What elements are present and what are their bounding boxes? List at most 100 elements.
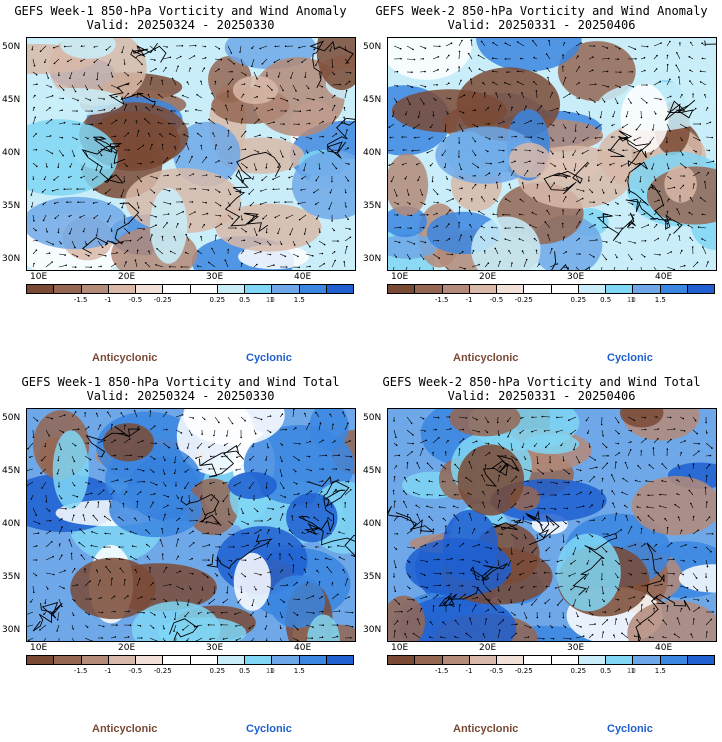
wind-vector [184, 481, 190, 489]
wind-vector-head [191, 155, 193, 158]
panel-valid-dates: Valid: 20250331 - 20250406 [447, 389, 636, 403]
wind-vector [666, 572, 674, 575]
wind-vector [547, 234, 551, 242]
wind-vector-head [538, 626, 541, 628]
wind-vector [155, 264, 164, 268]
wind-vector [197, 250, 203, 255]
wind-vector-head [647, 515, 650, 517]
wind-vector [613, 266, 616, 270]
wind-vector-head [690, 502, 692, 505]
wind-vector-head [164, 616, 167, 618]
wind-vector-head [426, 151, 429, 154]
wind-vector-head [165, 600, 168, 603]
wind-vector-head [669, 416, 672, 419]
wind-vector-head [201, 589, 204, 591]
wind-vector-head [595, 466, 598, 469]
wind-vector-head [429, 164, 432, 167]
wind-vector-head [161, 79, 163, 82]
wind-vector-head [484, 92, 486, 94]
wind-vector [622, 478, 629, 483]
wind-vector [653, 438, 659, 444]
lon-label: 40E [294, 643, 312, 653]
wind-vector-head [277, 232, 279, 235]
wind-vector-head [243, 83, 246, 85]
wind-vector-head [218, 47, 221, 50]
wind-vector-head [515, 149, 517, 151]
wind-vector-head [277, 166, 279, 168]
wind-vector-head [30, 206, 33, 208]
wind-vector [495, 92, 499, 99]
wind-vector-head [320, 490, 323, 493]
wind-vector-head [653, 529, 655, 531]
wind-vector-head [499, 600, 502, 603]
wind-vector-head [636, 619, 638, 621]
wind-vector-head [525, 617, 528, 619]
wind-vector-head [556, 482, 558, 485]
wind-vector [545, 442, 551, 448]
wind-vector-head [447, 439, 449, 442]
wind-vector-head [90, 598, 92, 600]
wind-vector-head [307, 87, 310, 90]
wind-vector-head [572, 553, 575, 555]
wind-vector-head [206, 212, 209, 215]
wind-vector-head [426, 586, 428, 589]
wind-vector-head [449, 189, 451, 192]
wind-vector-head [470, 235, 472, 238]
wind-vector-head [516, 623, 518, 625]
lat-label: 50N [363, 42, 382, 52]
wind-vector [196, 637, 203, 641]
wind-vector [636, 123, 642, 130]
wind-vector [105, 566, 112, 574]
wind-vector-head [259, 203, 262, 205]
wind-vector [253, 557, 261, 561]
wind-vector-head [461, 39, 463, 42]
wind-vector-head [437, 201, 439, 204]
wind-vector-head [166, 157, 169, 159]
wind-vector-head [689, 41, 692, 44]
wind-vector-head [77, 428, 80, 430]
wind-vector-head [269, 517, 272, 520]
wind-vector-head [127, 92, 130, 95]
wind-vector [678, 77, 681, 86]
wind-vector [573, 546, 577, 555]
colorbar [387, 655, 715, 665]
coastline [180, 493, 221, 525]
wind-vector [523, 120, 532, 125]
wind-vector-head [63, 414, 66, 416]
wind-vector-head [250, 470, 253, 472]
colorbar-tick-label: -0.5 [128, 296, 143, 304]
wind-vector-head [591, 212, 594, 215]
wind-vector-head [87, 137, 89, 140]
wind-vector-head [166, 46, 168, 48]
wind-vector-head [417, 116, 420, 118]
wind-vector-head [515, 135, 517, 138]
wind-vector [134, 410, 138, 418]
wind-vector-head [347, 218, 349, 220]
wind-vector [653, 81, 661, 86]
colorbar-tick-label: -0.5 [128, 667, 143, 675]
lon-label: 40E [655, 272, 673, 282]
wind-vector-head [246, 166, 248, 169]
wind-vector [614, 529, 622, 535]
wind-vector-head [554, 165, 556, 167]
wind-vector-head [562, 459, 565, 462]
wind-vector [253, 119, 260, 125]
wind-vector-head [235, 625, 237, 627]
wind-vector [458, 448, 460, 457]
wind-vector-head [511, 449, 513, 451]
wind-vector-head [622, 149, 624, 152]
wind-vector-head [462, 438, 465, 440]
wind-vector-head [72, 628, 74, 630]
wind-vector-head [425, 439, 427, 442]
wind-vector-head [35, 514, 38, 516]
wind-vector-head [669, 78, 671, 81]
wind-vector-head [463, 94, 466, 96]
wind-vector [432, 175, 434, 182]
wind-vector-head [349, 228, 351, 230]
wind-vector-head [321, 595, 323, 598]
wind-vector [640, 559, 649, 561]
legend-cyclonic: Cyclonic [607, 352, 653, 364]
wind-vector-head [185, 143, 188, 145]
wind-vector-head [137, 194, 140, 196]
wind-vector-head [308, 422, 311, 425]
